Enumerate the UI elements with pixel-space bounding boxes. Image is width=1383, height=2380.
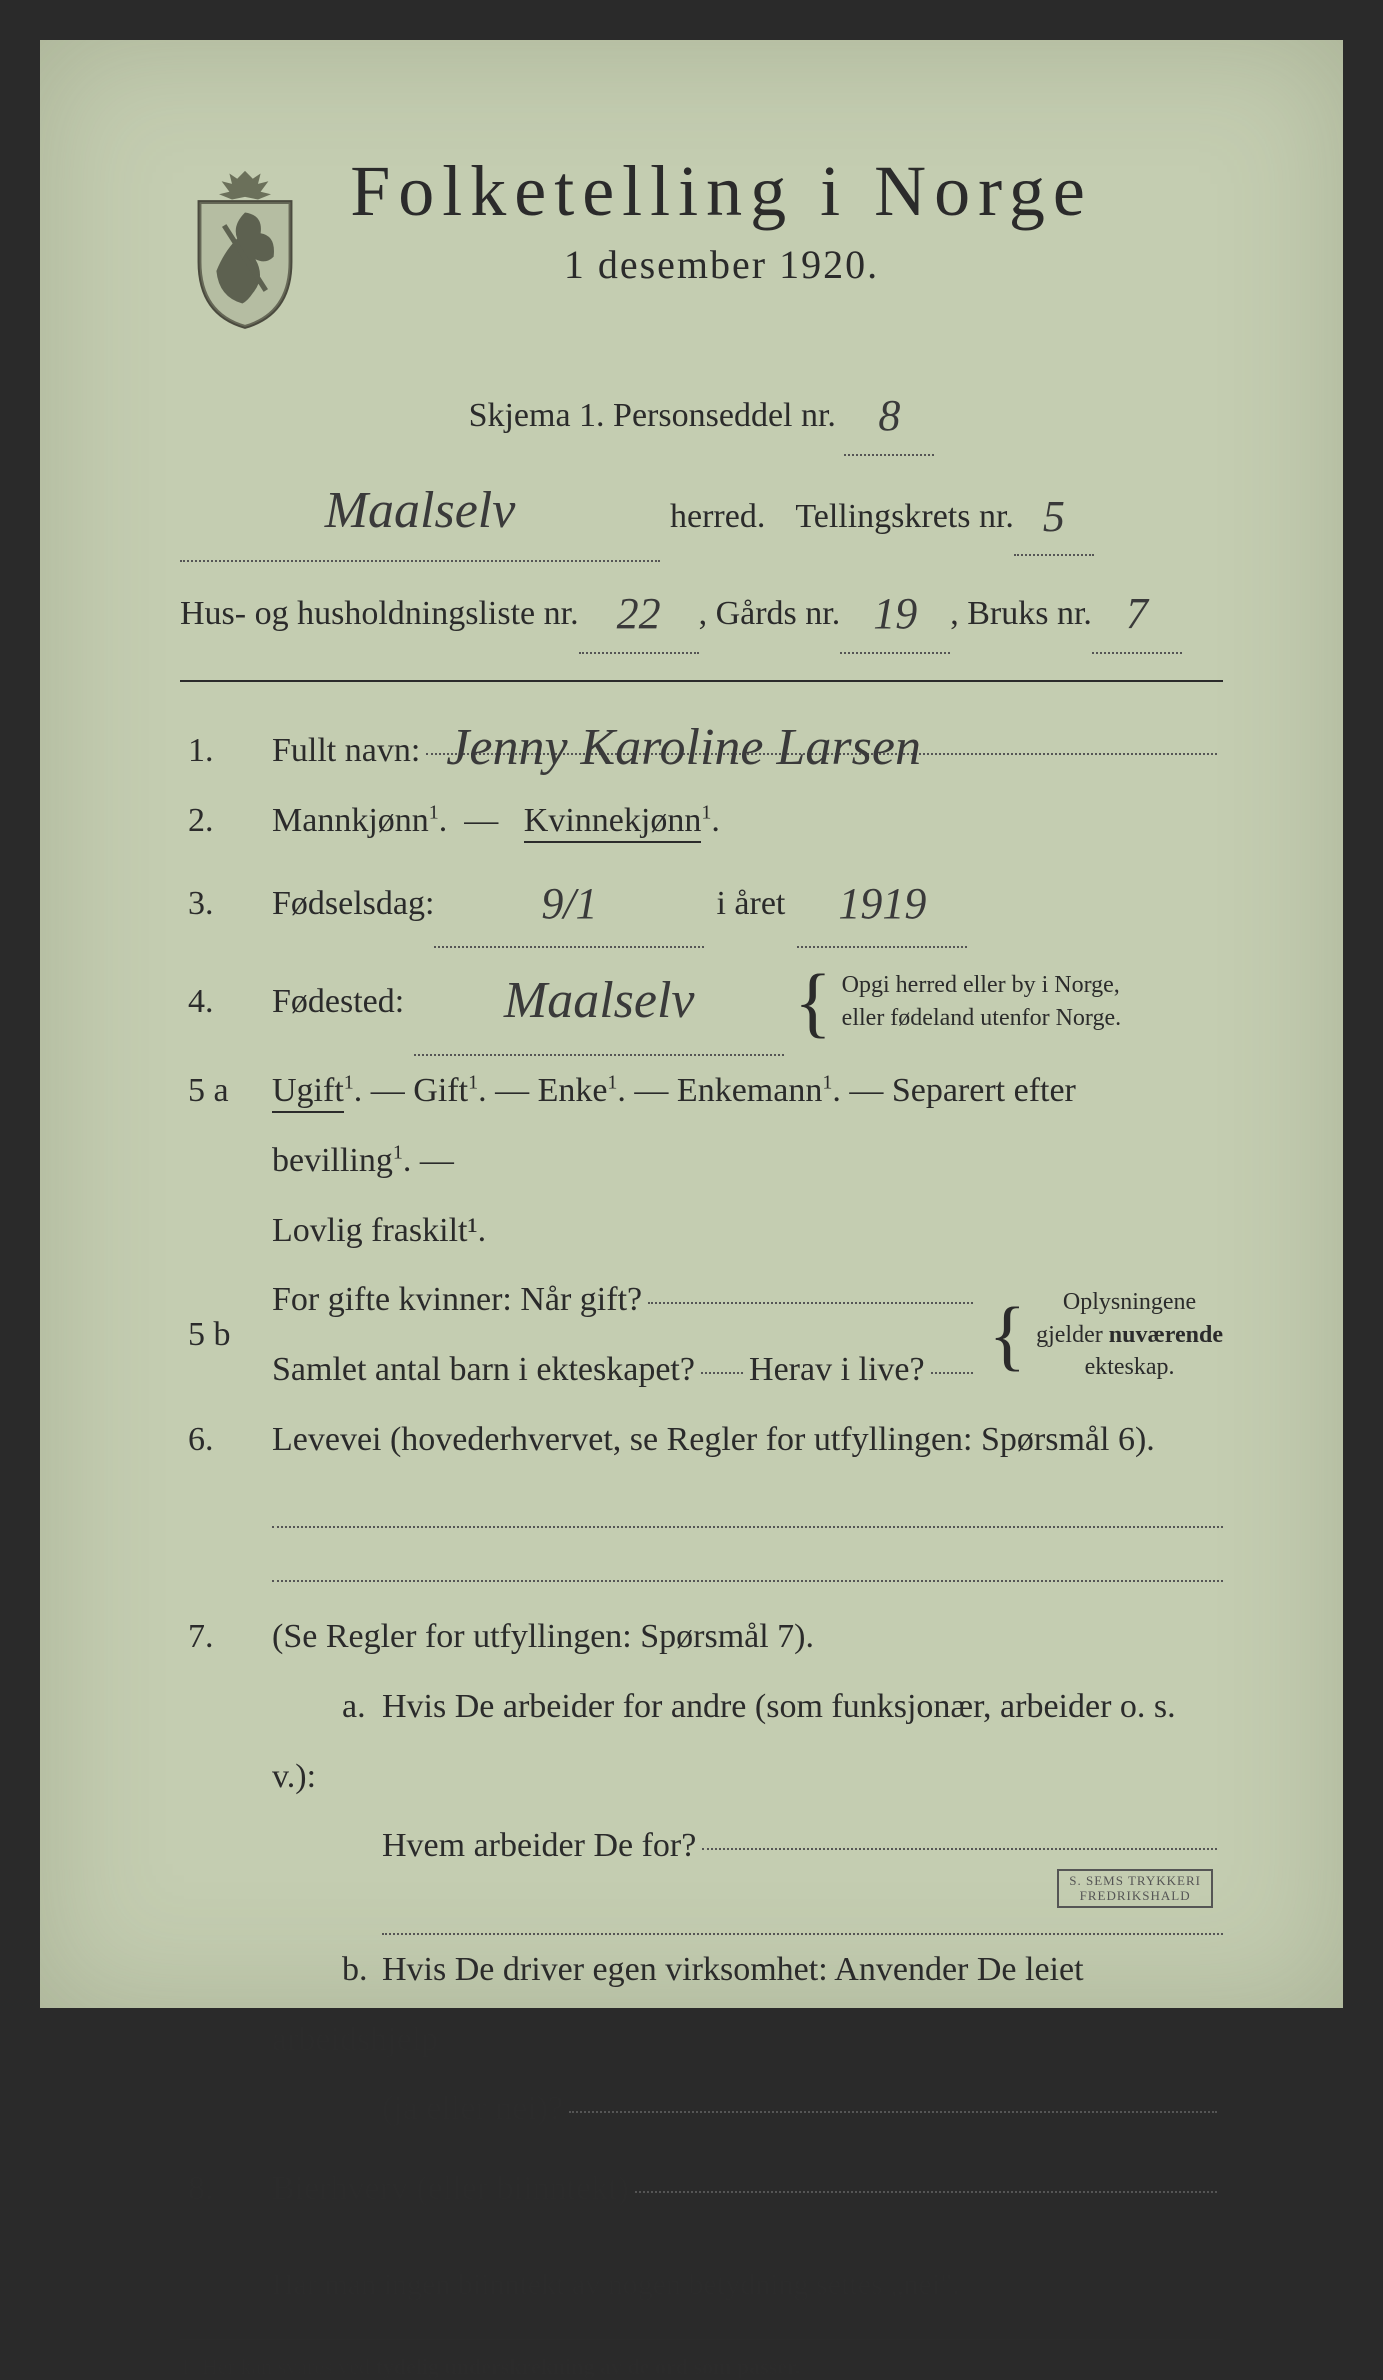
- q5a-text2: Lovlig fraskilt¹.: [272, 1196, 1223, 1266]
- q7b-1: Hvis De driver egen virksomhet: Anvender…: [272, 1951, 1084, 2058]
- coat-of-arms-icon: [180, 160, 310, 330]
- q3-year: 1919: [838, 879, 926, 928]
- divider: [180, 680, 1223, 682]
- title-block: Folketelling i Norge 1 desember 1920.: [350, 150, 1223, 288]
- q4-label: Fødested:: [272, 967, 404, 1037]
- printer-stamp: S. SEMS TRYKKERI FREDRIKSHALD: [1057, 1869, 1213, 1908]
- q2-female: Kvinnekjønn: [524, 802, 702, 843]
- schema-line: Skjema 1. Personseddel nr. 8: [180, 370, 1223, 456]
- q6: 6. Levevei (hovederhvervet, se Regler fo…: [188, 1405, 1223, 1475]
- q7b: b.Hvis De driver egen virksomhet: Anvend…: [188, 1935, 1223, 2074]
- q7a: a.Hvis De arbeider for andre (som funksj…: [188, 1672, 1223, 1811]
- q7-head: (Se Regler for utfyllingen: Spørsmål 7).: [272, 1602, 1223, 1672]
- q7: 7. (Se Regler for utfyllingen: Spørsmål …: [188, 1602, 1223, 1672]
- herred-label: herred.: [670, 485, 765, 550]
- bruks-nr: 7: [1126, 589, 1148, 638]
- q4-note: Opgi herred eller by i Norge, eller føde…: [842, 969, 1121, 1034]
- question-list: 1. Fullt navn: Jenny Karoline Larsen 2. …: [180, 716, 1223, 2315]
- q1: 1. Fullt navn: Jenny Karoline Larsen: [188, 716, 1223, 786]
- husliste-nr: 22: [617, 589, 661, 638]
- gards-label: , Gårds nr.: [699, 582, 841, 647]
- tellingskrets-label: Tellingskrets nr.: [795, 485, 1014, 550]
- q5a: 5 a Ugift1. — Gift1. — Enke1. — Enkemann…: [188, 1056, 1223, 1195]
- q2-male: Mannkjønn: [272, 802, 429, 839]
- husliste-label: Hus- og husholdningsliste nr.: [180, 582, 579, 647]
- q5b-a: For gifte kvinner: Når gift?: [272, 1265, 642, 1335]
- hint-text: Har man ingen biinntekt av nogen betydni…: [272, 2254, 1223, 2316]
- herred-line: Maalselv herred. Tellingskrets nr. 5: [180, 462, 1223, 563]
- q3-label: Fødselsdag:: [272, 869, 434, 939]
- husliste-line: Hus- og husholdningsliste nr. 22 , Gårds…: [180, 568, 1223, 654]
- q1-value: Jenny Karoline Larsen: [446, 695, 921, 802]
- q1-label: Fullt navn:: [272, 716, 420, 786]
- q5b: 5 b For gifte kvinner: Når gift? Samlet …: [188, 1265, 1223, 1404]
- q7a-2: Hvem arbeider De for?: [272, 1811, 696, 1881]
- schema-label: Skjema 1. Personseddel nr.: [469, 397, 836, 434]
- q7a-1: Hvis De arbeider for andre (som funksjon…: [272, 1688, 1176, 1795]
- herred-name: Maalselv: [325, 482, 516, 539]
- personseddel-nr: 8: [878, 391, 900, 440]
- q5a-cont: Lovlig fraskilt¹.: [188, 1196, 1223, 1266]
- brace-icon: {: [989, 1315, 1026, 1354]
- footnote-rule: [180, 2339, 1223, 2340]
- q4: 4. Fødested: Maalselv { Opgi herred elle…: [188, 948, 1223, 1057]
- q3-day: 9/1: [541, 879, 597, 928]
- q5b-note: Oplysningene gjelder nuværende ekteskap.: [1036, 1286, 1223, 1383]
- hint: Har man ingen biinntekt av nogen betydni…: [188, 2254, 1223, 2316]
- subtitle: 1 desember 1920.: [350, 241, 1093, 288]
- bruks-label: , Bruks nr.: [950, 582, 1092, 647]
- tellingskrets-nr: 5: [1043, 492, 1065, 541]
- gards-nr: 19: [873, 589, 917, 638]
- census-form-page: Folketelling i Norge 1 desember 1920. Sk…: [40, 40, 1343, 2008]
- q5b-b: Samlet antal barn i ekteskapet?: [272, 1335, 695, 1405]
- q3-mid: i året: [716, 869, 785, 939]
- q4-value: Maalselv: [504, 972, 695, 1029]
- q8-label: Bierhverv (eller biinntekt): [272, 2154, 629, 2224]
- brace-icon: {: [794, 982, 831, 1021]
- main-title: Folketelling i Norge: [350, 150, 1093, 233]
- footnote: 1 Her kan svares ved tydelig underskrekn…: [180, 2354, 1223, 2380]
- q8: 8. Bierhverv (eller biinntekt): [188, 2154, 1223, 2224]
- q7b-2: (ja eller nei)?: [272, 2074, 563, 2144]
- q5b-c: Herav i live?: [749, 1335, 925, 1405]
- header: Folketelling i Norge 1 desember 1920.: [180, 150, 1223, 330]
- q3: 3. Fødselsdag: 9/1 i året 1919: [188, 855, 1223, 947]
- q6-text: Levevei (hovederhvervet, se Regler for u…: [272, 1405, 1223, 1475]
